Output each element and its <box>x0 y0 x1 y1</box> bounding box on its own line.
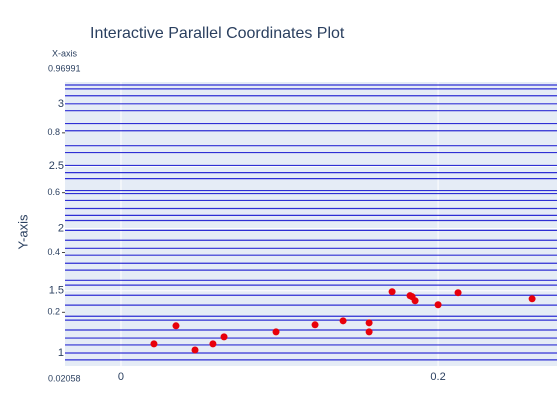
point <box>172 322 180 330</box>
x-tick-label: 0.2 <box>430 371 445 383</box>
y-tick-label: 1 <box>58 347 64 359</box>
y-axis-title: Y-axis <box>15 214 30 249</box>
point <box>388 288 396 296</box>
parcoords-axis-label: X-axis <box>52 48 78 58</box>
point <box>209 340 217 348</box>
parcoords-tick-label: 0.6 <box>47 187 60 197</box>
parcoords-range-bottom: 0.02058 <box>48 373 81 383</box>
x-tick-label: 0 <box>118 371 124 383</box>
parcoords-tick-label: 0.2 <box>47 307 60 317</box>
parcoords-tick-label: 0.8 <box>47 127 60 137</box>
point <box>191 346 199 354</box>
point <box>272 328 280 336</box>
parcoords-tick-label: 0.4 <box>47 247 60 257</box>
point <box>365 319 373 327</box>
y-tick-label: 1.5 <box>49 285 64 297</box>
y-tick-label: 2.5 <box>49 160 64 172</box>
plot-area <box>65 82 557 366</box>
point <box>150 340 158 348</box>
point <box>528 295 536 303</box>
point <box>339 317 347 325</box>
y-tick-label: 2 <box>58 222 64 234</box>
point <box>454 289 462 297</box>
parcoords-range-top: 0.96991 <box>48 63 81 73</box>
point <box>434 301 442 309</box>
point <box>365 328 373 336</box>
chart-title: Interactive Parallel Coordinates Plot <box>90 25 345 42</box>
y-tick-label: 3 <box>58 98 64 110</box>
point <box>411 297 419 305</box>
point <box>220 333 228 341</box>
point <box>311 321 319 329</box>
